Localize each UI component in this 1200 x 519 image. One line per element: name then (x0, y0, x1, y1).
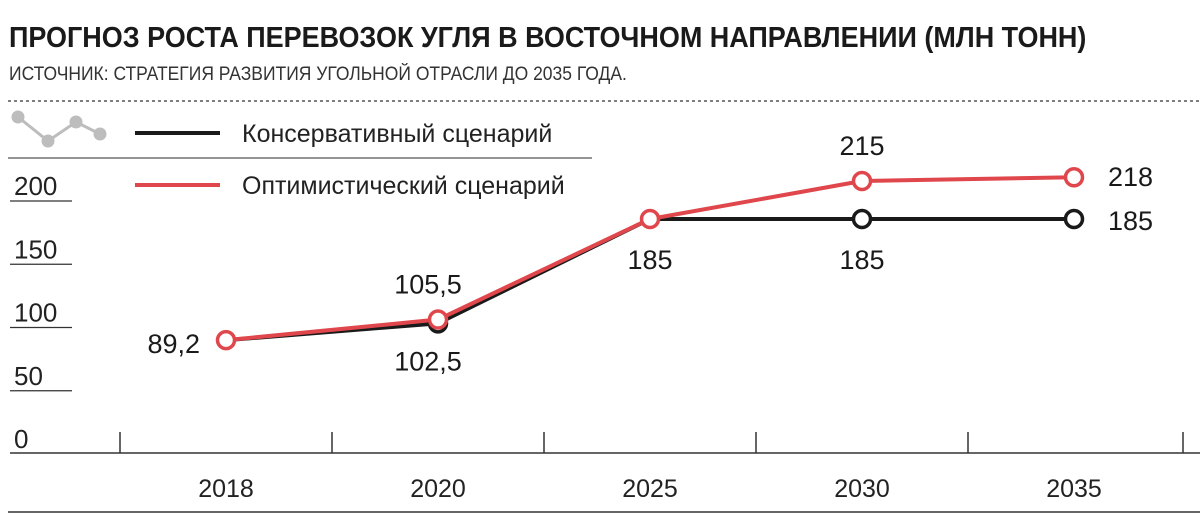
data-label-conservative: 89,2 (147, 329, 200, 359)
series-layer (215, 166, 1085, 351)
y-tick-label: 200 (14, 171, 57, 201)
point-conservative (1063, 208, 1085, 230)
y-tick-label: 100 (14, 298, 57, 328)
x-tick-label: 2018 (198, 475, 254, 503)
data-labels: 89,2 102,5 185 185 185 105,5 215 218 (147, 131, 1153, 376)
x-tick-label: 2030 (834, 475, 890, 503)
icon-dot (69, 115, 83, 129)
y-tick-label: 150 (14, 234, 57, 264)
x-tick-label: 2025 (622, 475, 678, 503)
data-label-optimistic: 105,5 (394, 270, 462, 300)
data-label-conservative: 185 (839, 245, 884, 275)
point-optimistic (427, 309, 449, 330)
y-tick-label: 50 (14, 361, 43, 391)
data-label-conservative: 185 (1108, 206, 1153, 236)
data-label-optimistic: 215 (839, 131, 884, 161)
line-chart-icon (11, 110, 107, 148)
icon-dot (11, 110, 25, 124)
x-axis: 2018 2020 2025 2030 2035 (10, 432, 1200, 503)
legend-label-optimistic: Оптимистический сценарий (242, 172, 565, 200)
source-subtitle: ИСТОЧНИК: СТРАТЕГИЯ РАЗВИТИЯ УГОЛЬНОЙ ОТ… (9, 64, 627, 85)
icon-line (17, 115, 101, 143)
data-label-conservative: 185 (627, 245, 672, 275)
x-tick-label: 2035 (1046, 475, 1102, 503)
point-optimistic (851, 170, 873, 192)
point-optimistic (639, 208, 661, 230)
page-title: ПРОГНОЗ РОСТА ПЕРЕВОЗОК УГЛЯ В ВОСТОЧНОМ… (9, 22, 1087, 54)
point-optimistic (215, 329, 237, 351)
x-tick-label: 2020 (410, 475, 466, 503)
legend-label-conservative: Консервативный сценарий (242, 120, 552, 148)
data-label-conservative: 102,5 (394, 346, 462, 376)
data-label-optimistic: 218 (1108, 162, 1153, 192)
icon-dot (93, 127, 107, 141)
y-axis: 0 50 100 150 200 (10, 171, 72, 454)
icon-dot (41, 134, 55, 148)
point-conservative (851, 208, 873, 230)
point-optimistic (1063, 166, 1085, 188)
series-line-conservative (225, 216, 1074, 343)
y-tick-label: 0 (14, 424, 28, 454)
legend: Консервативный сценарий Оптимистический … (8, 110, 592, 200)
